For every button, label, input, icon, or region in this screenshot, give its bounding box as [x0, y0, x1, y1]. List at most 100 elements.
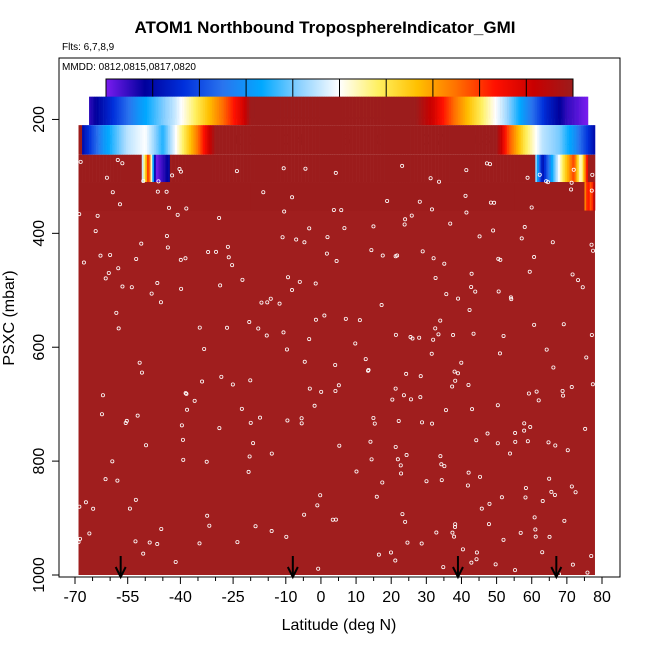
field-cell	[456, 154, 459, 183]
field-cell	[219, 182, 222, 211]
field-cell	[559, 154, 562, 183]
field-cell	[479, 125, 482, 155]
field-cell	[97, 182, 100, 211]
field-cell	[487, 125, 490, 155]
field-cell	[199, 154, 202, 183]
field-cell	[573, 182, 576, 211]
field-cell	[312, 96, 315, 126]
field-cell	[572, 182, 575, 211]
field-cell	[269, 96, 273, 126]
sample-point	[393, 386, 398, 391]
field-cell	[352, 154, 355, 183]
field-cell	[305, 182, 308, 211]
field-cell	[370, 182, 373, 211]
field-cell	[552, 96, 555, 126]
field-cell	[94, 182, 97, 211]
sample-point	[256, 326, 261, 331]
field-cell	[389, 96, 392, 126]
field-cell	[161, 154, 164, 183]
sample-point	[459, 360, 464, 365]
field-cell	[122, 182, 125, 211]
sample-point	[165, 245, 170, 250]
sample-point	[546, 440, 551, 445]
field-cell	[236, 154, 239, 183]
field-cell	[317, 154, 320, 183]
field-cell	[122, 154, 125, 183]
field-cell	[561, 182, 564, 211]
field-cell	[544, 154, 547, 183]
field-cell	[528, 96, 531, 126]
sample-point	[590, 382, 595, 387]
field-cell	[308, 182, 311, 211]
sample-point	[248, 420, 253, 425]
field-cell	[296, 154, 299, 183]
field-cell	[392, 154, 396, 183]
field-cell	[333, 182, 336, 211]
sample-point	[562, 518, 567, 523]
field-cell	[529, 96, 533, 126]
field-cell	[252, 154, 255, 183]
field-cell	[443, 96, 446, 126]
field-cell	[410, 96, 413, 126]
field-cell	[422, 154, 425, 183]
sample-point	[523, 495, 528, 500]
field-cell	[147, 96, 150, 126]
field-cell	[106, 182, 109, 211]
sample-point	[420, 249, 425, 254]
field-cell	[124, 96, 127, 126]
field-cell	[398, 125, 401, 155]
field-cell	[345, 154, 348, 183]
field-cell	[500, 96, 503, 126]
field-cell	[329, 182, 332, 211]
field-cell	[501, 154, 504, 183]
field-cell	[554, 96, 557, 126]
field-cell	[134, 182, 137, 211]
field-cell	[364, 182, 367, 211]
field-cell	[558, 125, 561, 155]
field-cell	[224, 182, 227, 211]
field-cell	[131, 154, 134, 183]
field-cell	[354, 182, 357, 211]
field-cell	[317, 125, 320, 155]
field-cell	[389, 154, 392, 183]
field-cell	[382, 182, 385, 211]
field-cell	[243, 182, 246, 211]
field-cell	[315, 182, 318, 211]
field-cell	[470, 96, 473, 126]
field-cell	[421, 96, 424, 126]
field-cell	[501, 96, 504, 126]
field-cell	[197, 125, 201, 155]
field-cell	[494, 154, 497, 183]
field-cell	[208, 182, 211, 211]
sample-point	[474, 557, 479, 562]
sample-point	[226, 255, 231, 260]
sample-point	[214, 249, 219, 254]
field-cell	[589, 154, 592, 183]
sample-point	[553, 443, 558, 448]
y-tick-label: 200	[31, 106, 48, 133]
field-cell	[115, 125, 118, 155]
field-cell	[324, 182, 327, 211]
field-cell	[101, 125, 104, 155]
field-cell	[204, 154, 208, 183]
field-cell	[282, 96, 285, 126]
x-axis: -70 -55 -40 -25 -10 0 10 20 30 40 50 60 70 80	[63, 577, 611, 606]
sample-point	[452, 534, 457, 539]
sample-point	[417, 335, 422, 340]
sample-point	[324, 251, 329, 256]
field-cell	[310, 154, 313, 183]
field-cell	[493, 96, 496, 126]
field-cell	[111, 182, 114, 211]
sample-point	[379, 303, 384, 308]
field-cell	[187, 125, 190, 155]
sample-point	[124, 418, 129, 423]
field-cell	[470, 125, 473, 155]
field-cell	[118, 154, 121, 183]
field-cell	[89, 96, 92, 126]
field-cell	[380, 96, 383, 126]
sample-point	[239, 406, 244, 411]
field-cell	[482, 96, 485, 126]
field-cell	[113, 125, 116, 155]
field-cell	[129, 182, 132, 211]
field-cell	[375, 96, 378, 126]
